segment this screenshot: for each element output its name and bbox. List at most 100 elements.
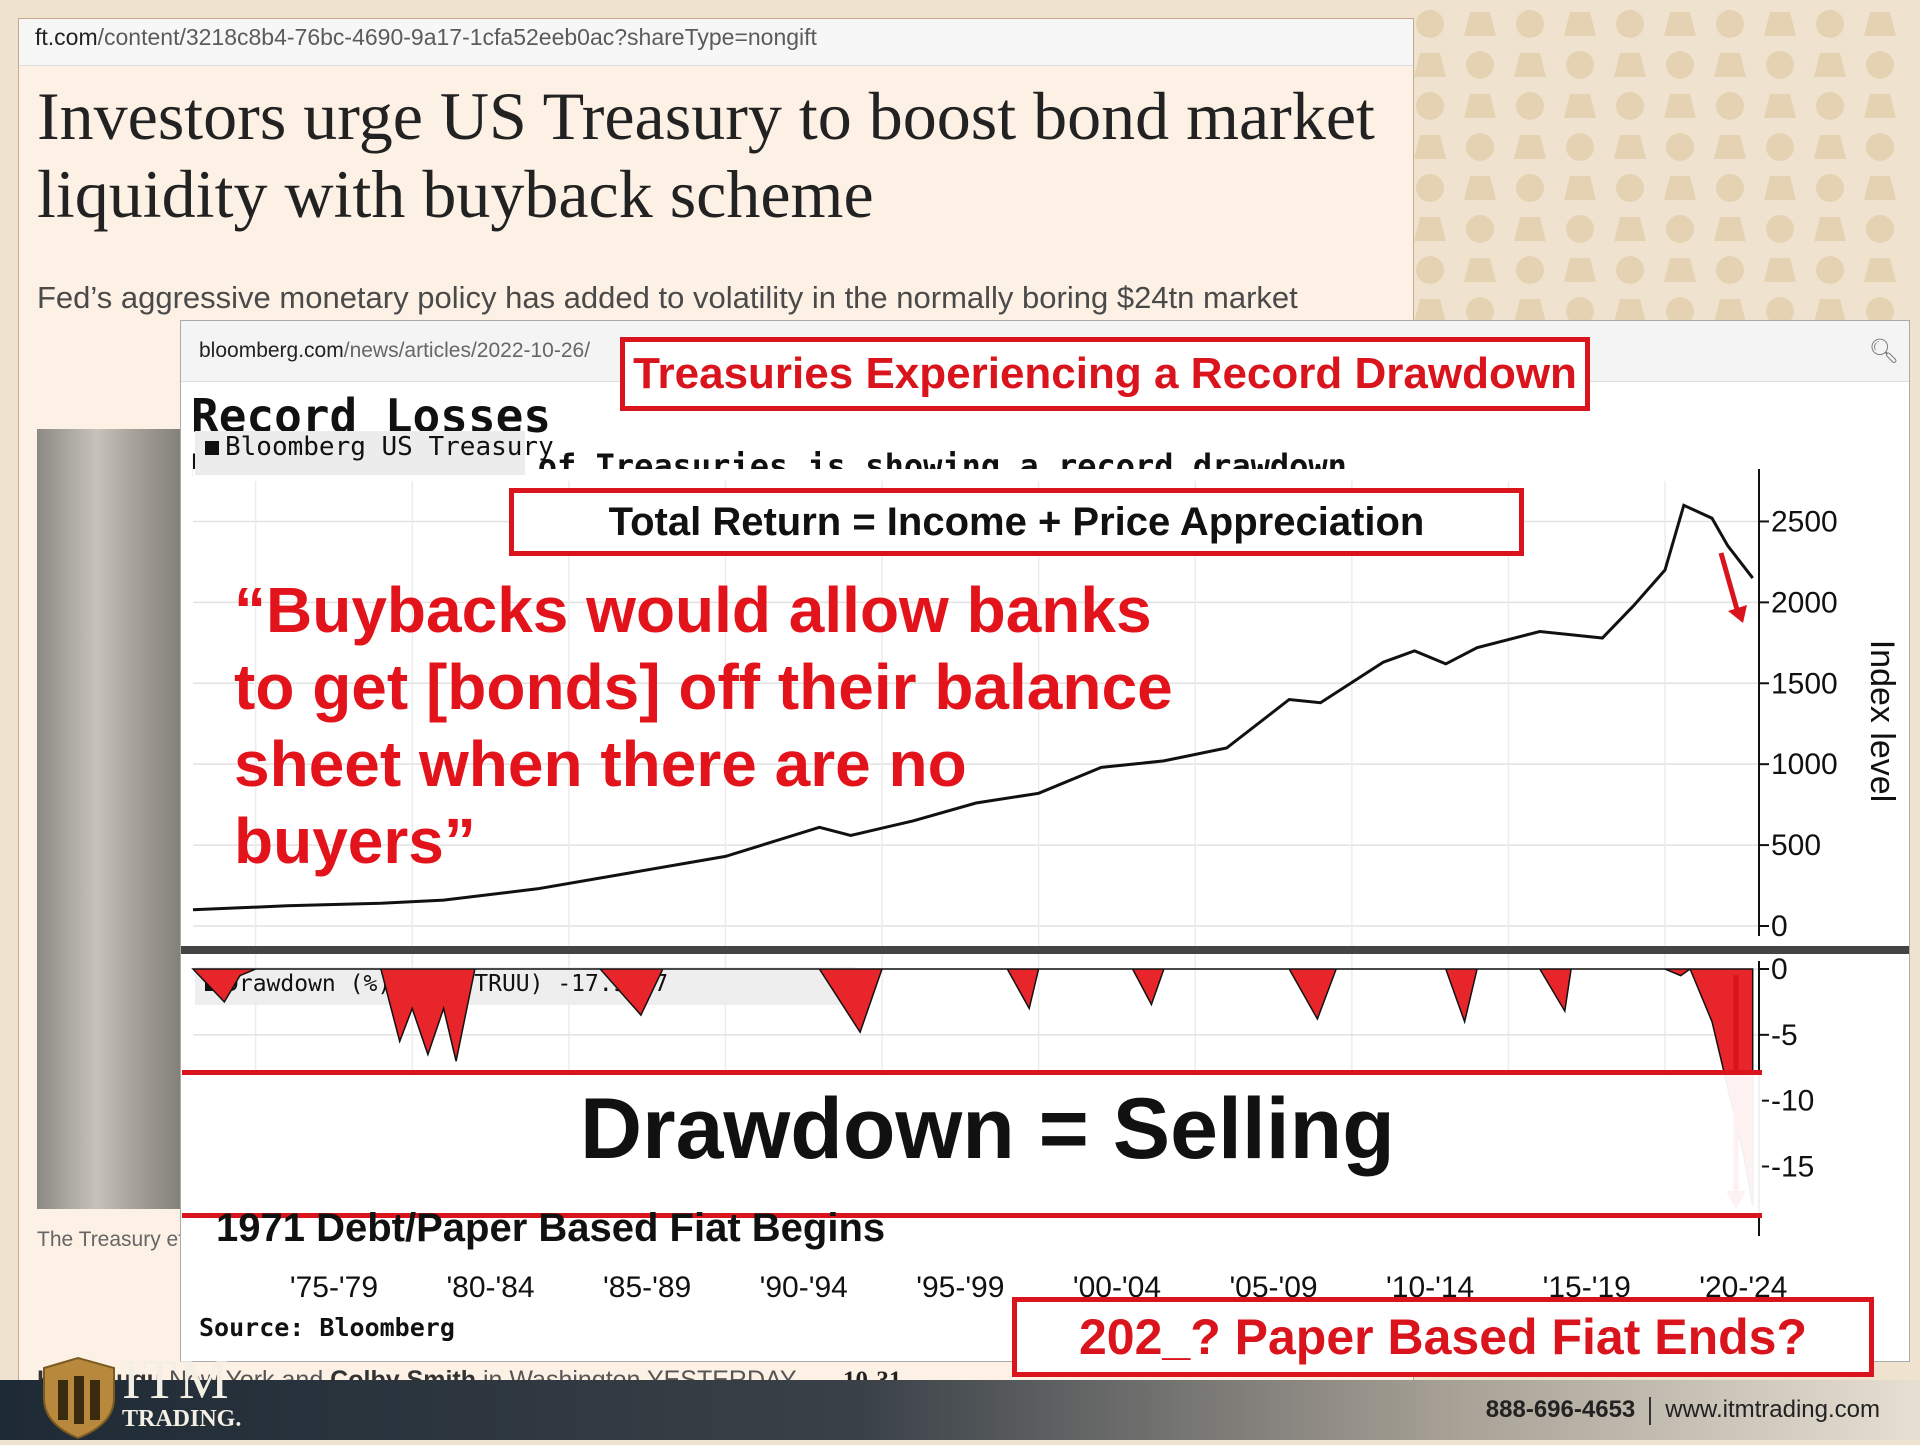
- zoom-icon[interactable]: 🔍︎: [1868, 338, 1899, 365]
- pattern-bar: [1414, 217, 1446, 241]
- y-tick-label: 2000: [1771, 586, 1838, 619]
- pattern-coin: [1416, 174, 1444, 202]
- red-arrowhead-top: [1728, 605, 1747, 623]
- pattern-coin: [1566, 297, 1594, 325]
- phone-number[interactable]: 888-696-4653: [1485, 1396, 1636, 1423]
- pattern-coin: [1866, 133, 1894, 161]
- pattern-coin: [1616, 256, 1644, 284]
- pattern-bar: [1564, 258, 1596, 282]
- ft-address-bar[interactable]: ft.com/content/3218c8b4-76bc-4690-9a17-1…: [19, 19, 1413, 66]
- pattern-coin: [1666, 51, 1694, 79]
- ft-headline[interactable]: Investors urge US Treasury to boost bond…: [37, 78, 1375, 232]
- pattern-coin: [1866, 215, 1894, 243]
- pattern-bar: [1864, 176, 1896, 200]
- pattern-coin: [1716, 174, 1744, 202]
- pattern-coin: [1516, 256, 1544, 284]
- pattern-coin: [1816, 256, 1844, 284]
- pattern-bar: [1614, 299, 1646, 323]
- pattern-bar: [1664, 94, 1696, 118]
- pattern-bar: [1814, 53, 1846, 77]
- total-return-label: Total Return = Income + Price Appreciati…: [509, 488, 1524, 556]
- pattern-coin: [1466, 51, 1494, 79]
- pattern-bar: [1814, 135, 1846, 159]
- logo-text-trading: TRADING.: [122, 1406, 242, 1432]
- treasury-building-photo: [37, 429, 207, 1209]
- selling-label: Drawdown = Selling: [580, 1081, 1395, 1177]
- itm-shield-icon: [43, 1356, 115, 1440]
- pattern-coin: [1766, 133, 1794, 161]
- pattern-bar: [1464, 176, 1496, 200]
- pattern-bar: [1814, 217, 1846, 241]
- pattern-bar: [1514, 299, 1546, 323]
- logo-text-itm: ITM: [122, 1349, 231, 1411]
- legend-bg: [195, 431, 525, 475]
- pattern-bar: [1414, 135, 1446, 159]
- x-tick-label: '90-'94: [760, 1271, 848, 1304]
- pattern-bar: [1814, 299, 1846, 323]
- pattern-coin: [1516, 174, 1544, 202]
- itm-trading-logo[interactable]: ITM TRADING.: [40, 1346, 270, 1440]
- ft-url-host: ft.com: [35, 24, 98, 50]
- y-tick-label: 1000: [1771, 748, 1838, 781]
- y-tick-label: -15: [1771, 1151, 1814, 1184]
- ft-photo-caption: The Treasury efforts to tigh: [37, 1228, 197, 1251]
- pattern-coin: [1816, 92, 1844, 120]
- legend-bg: [195, 967, 855, 1005]
- pattern-bar: [1764, 12, 1796, 36]
- pattern-coin: [1866, 51, 1894, 79]
- pattern-bar: [1464, 12, 1496, 36]
- pattern-bar: [1714, 53, 1746, 77]
- pattern-coin: [1666, 297, 1694, 325]
- pattern-coin: [1666, 133, 1694, 161]
- pattern-coin: [1766, 51, 1794, 79]
- fiat-ends-label: 202_? Paper Based Fiat Ends?: [1012, 1297, 1874, 1377]
- bb-url-host: bloomberg.com: [199, 339, 344, 362]
- pattern-coin: [1616, 174, 1644, 202]
- pattern-coin: [1716, 10, 1744, 38]
- treasury-index-line: [192, 503, 1754, 912]
- pattern-bar: [1764, 258, 1796, 282]
- pattern-bar: [1664, 176, 1696, 200]
- y-tick-label: 0: [1771, 910, 1788, 943]
- pattern-bar: [1564, 94, 1596, 118]
- pattern-coin: [1566, 51, 1594, 79]
- ft-standfirst: Fed’s aggressive monetary policy has add…: [37, 280, 1298, 315]
- pattern-bar: [1614, 135, 1646, 159]
- pattern-coin: [1566, 133, 1594, 161]
- pattern-coin: [1416, 256, 1444, 284]
- pattern-bar: [1514, 135, 1546, 159]
- pattern-coin: [1766, 297, 1794, 325]
- pattern-bar: [1514, 217, 1546, 241]
- pattern-coin: [1566, 215, 1594, 243]
- drawdown-area: [191, 967, 1754, 1206]
- pattern-bar: [1764, 176, 1796, 200]
- pattern-bar: [1714, 135, 1746, 159]
- y-tick-label: 0: [1771, 953, 1788, 986]
- pattern-bar: [1864, 94, 1896, 118]
- pattern-bar: [1714, 299, 1746, 323]
- pattern-coin: [1516, 10, 1544, 38]
- x-tick-label: '80-'84: [446, 1271, 534, 1304]
- website-link[interactable]: www.itmtrading.com: [1665, 1396, 1880, 1423]
- footer-bar: [0, 1380, 1920, 1440]
- fiat-begins-label: 1971 Debt/Paper Based Fiat Begins: [216, 1206, 886, 1250]
- pattern-coin: [1416, 10, 1444, 38]
- pattern-coin: [1466, 133, 1494, 161]
- pattern-bar: [1564, 176, 1596, 200]
- pattern-coin: [1716, 256, 1744, 284]
- selling-band: [182, 1070, 1762, 1218]
- pattern-coin: [1416, 92, 1444, 120]
- x-tick-label: '75-'79: [290, 1271, 378, 1304]
- pattern-coin: [1766, 215, 1794, 243]
- gold-bar-pattern: [1414, 10, 1896, 325]
- chart-source: Source: Bloomberg: [199, 1313, 455, 1342]
- pattern-coin: [1616, 10, 1644, 38]
- ft-url-path: /content/3218c8b4-76bc-4690-9a17-1cfa52e…: [97, 24, 817, 50]
- red-arrow-top: [1718, 552, 1741, 614]
- pattern-bar: [1614, 217, 1646, 241]
- pattern-coin: [1616, 92, 1644, 120]
- pattern-bar: [1514, 53, 1546, 77]
- bb-url-path: /news/articles/2022-10-26/: [343, 339, 591, 362]
- x-tick-label: '95-'99: [916, 1271, 1004, 1304]
- pattern-bar: [1664, 258, 1696, 282]
